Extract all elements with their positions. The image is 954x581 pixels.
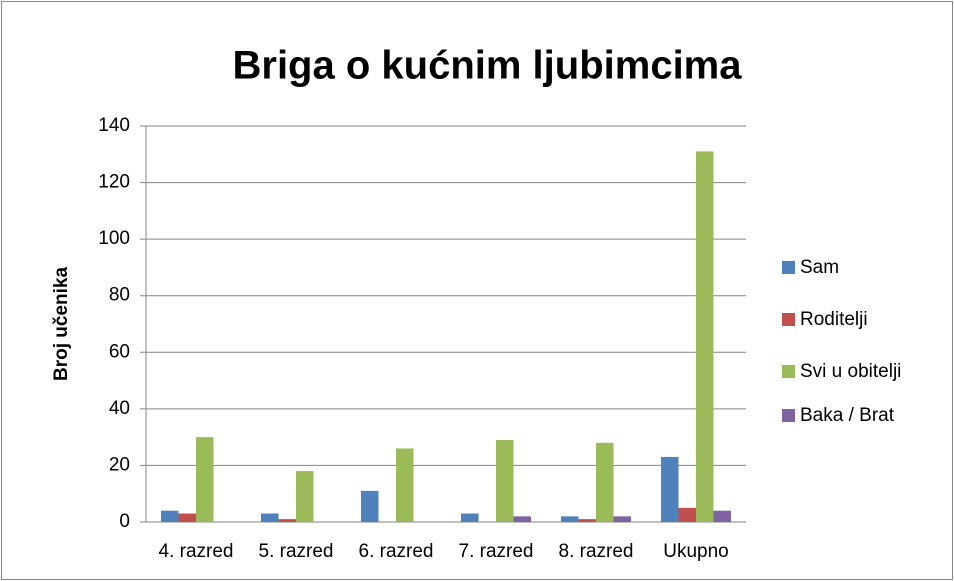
bar: [196, 437, 214, 522]
x-tick-label: 7. razred: [459, 541, 534, 562]
legend-label: Baka / Brat: [800, 405, 895, 426]
bar: [496, 439, 514, 522]
bar: [161, 510, 179, 522]
legend-swatch: [782, 409, 795, 422]
y-tick-label: 140: [98, 115, 130, 136]
bar: [396, 448, 414, 522]
y-axis-label: Broj učenika: [51, 267, 72, 381]
bar: [578, 519, 596, 522]
bar: [461, 513, 479, 522]
legend-label: Sam: [800, 257, 839, 278]
legend-swatch: [782, 313, 795, 326]
bar: [261, 513, 279, 522]
y-tick-label: 120: [98, 172, 130, 193]
x-tick-label: 8. razred: [559, 541, 634, 562]
y-tick-label: 60: [109, 341, 130, 362]
y-tick-label: 20: [109, 454, 130, 475]
legend-label: Roditelji: [800, 309, 868, 330]
bar: [696, 151, 714, 522]
bar: [178, 513, 196, 522]
y-tick-label: 40: [109, 398, 130, 419]
bar: [678, 507, 696, 522]
bar: [713, 510, 731, 522]
bar: [513, 516, 531, 522]
y-tick-label: 0: [119, 511, 130, 532]
legend-swatch: [782, 365, 795, 378]
bar: [613, 516, 631, 522]
x-tick-label: Ukupno: [663, 541, 729, 562]
bar: [278, 519, 296, 522]
chart-title: Briga o kućnim ljubimcima: [232, 44, 742, 88]
y-tick-label: 100: [98, 228, 130, 249]
legend-swatch: [782, 261, 795, 274]
legend-label: Svi u obitelji: [800, 361, 901, 382]
x-tick-label: 4. razred: [159, 541, 234, 562]
bar: [561, 516, 579, 522]
bar: [596, 442, 614, 522]
bar: [296, 471, 314, 522]
bar: [361, 490, 379, 522]
x-tick-label: 5. razred: [259, 541, 334, 562]
bar: [661, 456, 679, 522]
x-tick-label: 6. razred: [359, 541, 434, 562]
y-tick-label: 80: [109, 285, 130, 306]
